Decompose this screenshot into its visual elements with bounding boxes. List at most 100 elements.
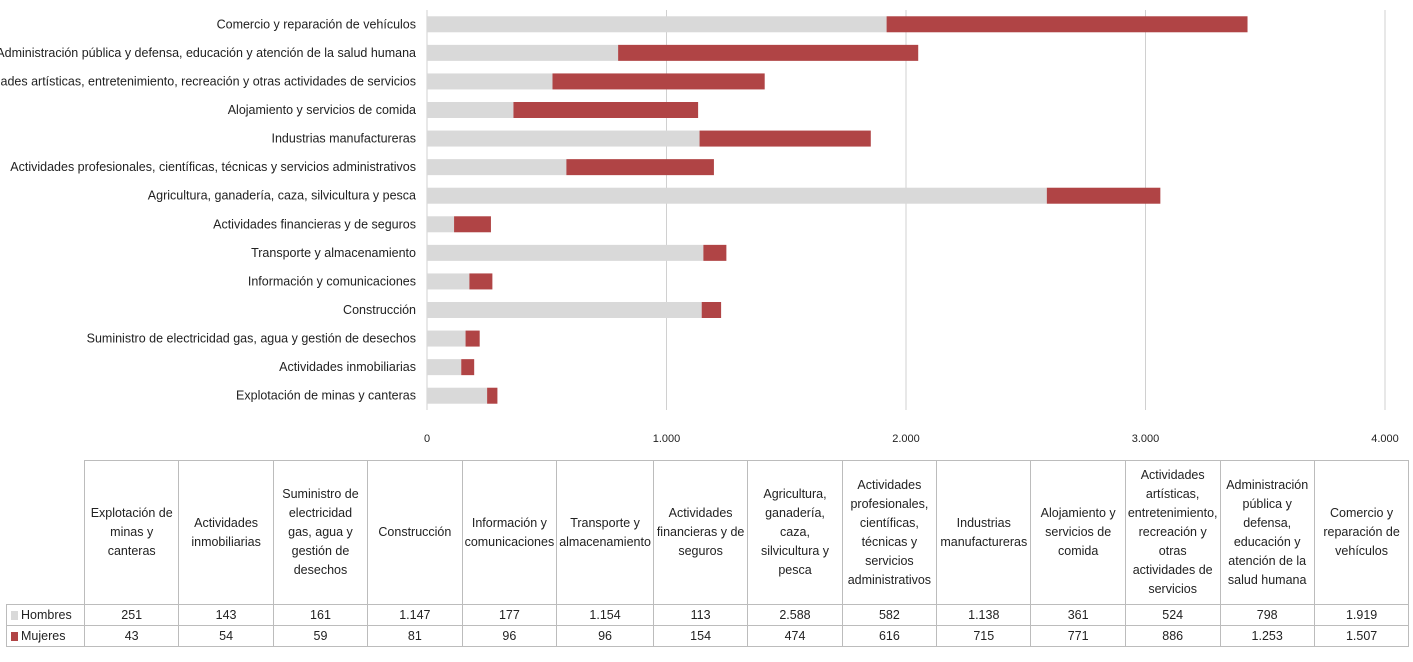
bar-mujeres [566, 159, 714, 176]
bar-mujeres [552, 73, 765, 90]
data-value: 54 [178, 625, 274, 647]
data-value: 59 [272, 625, 369, 647]
category-labels: Comercio y reparación de vehículos Admini… [0, 17, 416, 402]
data-value: 177 [461, 604, 558, 626]
bar-mujeres [703, 244, 727, 261]
column-header: Actividades profesionales, científicas, … [841, 460, 938, 605]
column-header: Suministro de electricidad gas, agua y g… [272, 460, 369, 605]
column-header: Actividades financieras y de seguros [652, 460, 749, 605]
data-value: 798 [1219, 604, 1315, 626]
x-tick-label: 0 [424, 433, 430, 445]
data-value: 1.147 [367, 604, 463, 626]
category-label: Agricultura, ganadería, caza, silvicultu… [148, 189, 416, 203]
series-name: Mujeres [21, 628, 66, 643]
bar-mujeres [454, 216, 491, 233]
data-value: 154 [652, 625, 749, 647]
data-value: 1.253 [1219, 625, 1315, 647]
category-label: Industrias manufactureras [271, 132, 416, 146]
data-value: 2.588 [747, 604, 843, 626]
data-value: 1.154 [556, 604, 654, 626]
series-name: Hombres [21, 607, 72, 622]
bar-hombres [427, 130, 700, 147]
column-header: Actividades artísticas, entretenimiento,… [1124, 460, 1221, 605]
bar-mujeres [699, 130, 871, 147]
data-value: 1.507 [1313, 625, 1410, 647]
column-header: Administración pública y defensa, educac… [1219, 460, 1315, 605]
bar-hombres [427, 44, 619, 61]
data-table-header-row: Explotación de minas y canteras Actividad… [6, 460, 1410, 605]
column-header: Industrias manufactureras [936, 460, 1032, 605]
bar-mujeres [618, 44, 919, 61]
column-header: Construcción [367, 460, 463, 605]
data-value: 771 [1030, 625, 1126, 647]
bar-mujeres [886, 16, 1248, 33]
category-label: Comercio y reparación de vehículos [217, 17, 416, 31]
data-value: 361 [1030, 604, 1126, 626]
column-header: Alojamiento y servicios de comida [1030, 460, 1126, 605]
bar-hombres [427, 216, 455, 233]
category-label: Suministro de electricidad gas, agua y g… [87, 332, 416, 346]
bar-hombres [427, 244, 704, 261]
bar-hombres [427, 273, 470, 290]
bar-hombres [427, 330, 466, 347]
data-value: 474 [747, 625, 843, 647]
category-label: Actividades financieras y de seguros [213, 217, 416, 231]
data-value: 81 [367, 625, 463, 647]
data-value: 616 [841, 625, 938, 647]
category-label: Administración pública y defensa, educac… [0, 46, 416, 60]
data-value: 886 [1124, 625, 1221, 647]
column-header: Explotación de minas y canteras [83, 460, 180, 605]
stacked-bar-chart: Comercio y reparación de vehículos Admini… [0, 10, 1399, 445]
chart-gridlines [426, 10, 1386, 410]
column-header: Comercio y reparación de vehículos [1313, 460, 1410, 605]
bar-mujeres [461, 359, 475, 376]
bar-hombres [427, 16, 887, 33]
column-header: Agricultura, ganadería, caza, silvicultu… [747, 460, 843, 605]
data-value: 161 [272, 604, 369, 626]
category-label: Transporte y almacenamiento [251, 246, 416, 260]
data-value: 96 [556, 625, 654, 647]
data-value: 1.138 [936, 604, 1032, 626]
data-value: 715 [936, 625, 1032, 647]
category-label: Actividades artísticas, entretenimiento,… [0, 74, 416, 88]
data-value: 1.919 [1313, 604, 1410, 626]
category-label: Actividades inmobiliarias [279, 360, 416, 374]
bar-mujeres [469, 273, 493, 290]
bar-hombres [427, 102, 514, 118]
bar-hombres [427, 359, 462, 376]
data-table: Explotación de minas y canteras Actividad… [6, 460, 1410, 647]
data-value: 582 [841, 604, 938, 626]
data-value: 43 [83, 625, 180, 647]
category-label: Alojamiento y servicios de comida [228, 103, 416, 117]
data-value: 524 [1124, 604, 1221, 626]
category-label: Información y comunicaciones [248, 274, 416, 288]
x-tick-label: 3.000 [1132, 433, 1160, 445]
category-label: Construcción [343, 303, 416, 317]
data-value: 143 [178, 604, 274, 626]
bar-mujeres [1046, 187, 1161, 204]
x-tick-label: 2.000 [892, 433, 920, 445]
x-tick-label: 1.000 [653, 433, 681, 445]
bar-mujeres [701, 302, 722, 318]
x-tick-label: 4.000 [1371, 433, 1399, 445]
bar-mujeres [465, 330, 480, 347]
column-header: Información y comunicaciones [461, 460, 558, 605]
table-corner [6, 460, 85, 605]
legend-key [11, 631, 18, 641]
chart-bars [427, 16, 1248, 404]
bar-hombres [427, 187, 1047, 204]
table-row: Mujeres 43 54 59 81 96 96 154 474 616 715 771 886 1.2… [6, 625, 1410, 647]
table-row: Hombres 251 143 161 1.147 177 1.154 113 2.588 582… [6, 604, 1410, 626]
data-value: 113 [652, 604, 749, 626]
bar-mujeres [487, 387, 498, 404]
x-axis-tick-labels: 0 1.000 2.000 3.000 4.000 [424, 433, 1399, 445]
legend-key [11, 610, 18, 620]
category-label: Explotación de minas y canteras [236, 389, 416, 403]
series-legend-cell: Hombres [6, 604, 85, 626]
column-header: Transporte y almacenamiento [556, 460, 654, 605]
column-header: Actividades inmobiliarias [178, 460, 274, 605]
data-value: 251 [83, 604, 180, 626]
bar-hombres [427, 387, 488, 404]
bar-mujeres [513, 102, 699, 118]
series-legend-cell: Mujeres [6, 625, 85, 647]
